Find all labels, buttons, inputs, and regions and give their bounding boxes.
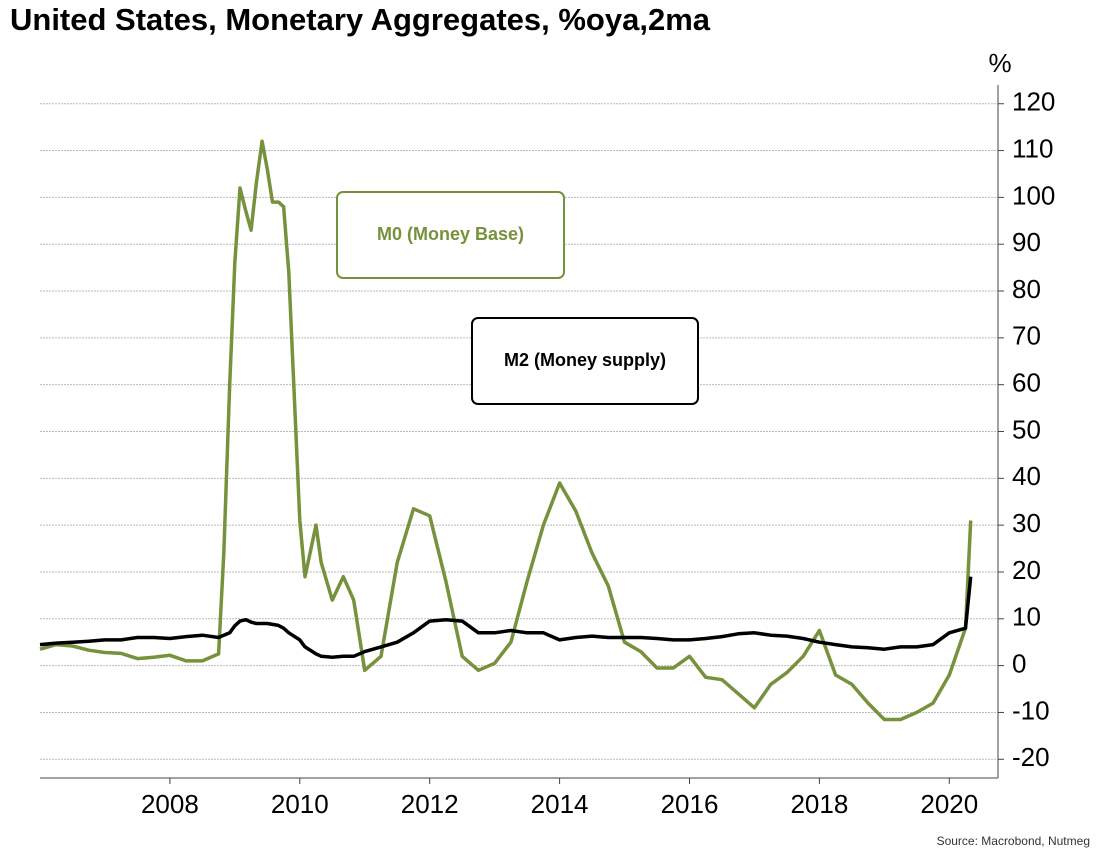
y-tick-label: 30 — [1012, 508, 1041, 538]
y-tick-label: 120 — [1012, 87, 1055, 117]
y-tick-label: -10 — [1012, 695, 1050, 725]
source: Source: Macrobond, Nutmeg — [937, 834, 1090, 848]
series-line — [39, 576, 973, 659]
x-tick-label: 2012 — [401, 789, 459, 819]
x-tick-label: 2010 — [271, 789, 329, 819]
y-tick-label: 100 — [1012, 180, 1055, 210]
y-tick-label: 50 — [1012, 414, 1041, 444]
y-tick-label: 90 — [1012, 227, 1041, 257]
y-axis-label: % — [988, 48, 1011, 78]
x-tick-label: 2018 — [790, 789, 848, 819]
series-label: M0 (Money Base) — [377, 224, 524, 244]
y-tick-label: 70 — [1012, 321, 1041, 351]
y-tick-label: 20 — [1012, 555, 1041, 585]
x-tick-label: 2016 — [661, 789, 719, 819]
y-tick-label: 40 — [1012, 461, 1041, 491]
series-label-box — [336, 191, 565, 279]
chart-title: United States, Monetary Aggregates, %oya… — [10, 2, 711, 37]
y-tick-label: -20 — [1012, 742, 1050, 772]
series-line — [39, 139, 973, 722]
x-tick-label: 2014 — [531, 789, 589, 819]
y-tick-label: 110 — [1012, 133, 1053, 163]
series-label: M2 (Money supply) — [504, 350, 666, 370]
y-tick-label: 80 — [1012, 274, 1041, 304]
series-label-box — [471, 317, 699, 405]
x-tick-label: 2008 — [141, 789, 199, 819]
y-tick-label: 0 — [1012, 648, 1026, 678]
y-tick-label: 60 — [1012, 368, 1041, 398]
y-tick-label: 10 — [1012, 602, 1041, 632]
x-tick-label: 2020 — [920, 789, 978, 819]
